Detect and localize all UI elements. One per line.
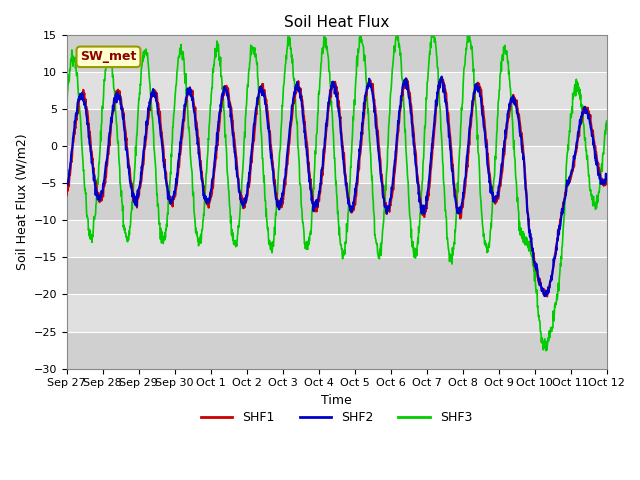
Bar — [67, 257, 607, 295]
Bar — [67, 332, 607, 369]
Title: Soil Heat Flux: Soil Heat Flux — [284, 15, 389, 30]
Bar — [67, 295, 607, 332]
Y-axis label: Soil Heat Flux (W/m2): Soil Heat Flux (W/m2) — [15, 133, 28, 270]
Bar — [67, 72, 607, 109]
Bar — [67, 109, 607, 146]
Bar — [67, 36, 607, 72]
Bar — [67, 146, 607, 183]
Text: SW_met: SW_met — [80, 50, 137, 63]
Legend: SHF1, SHF2, SHF3: SHF1, SHF2, SHF3 — [196, 406, 477, 429]
X-axis label: Time: Time — [321, 394, 352, 407]
Bar — [67, 220, 607, 257]
Bar — [67, 183, 607, 220]
